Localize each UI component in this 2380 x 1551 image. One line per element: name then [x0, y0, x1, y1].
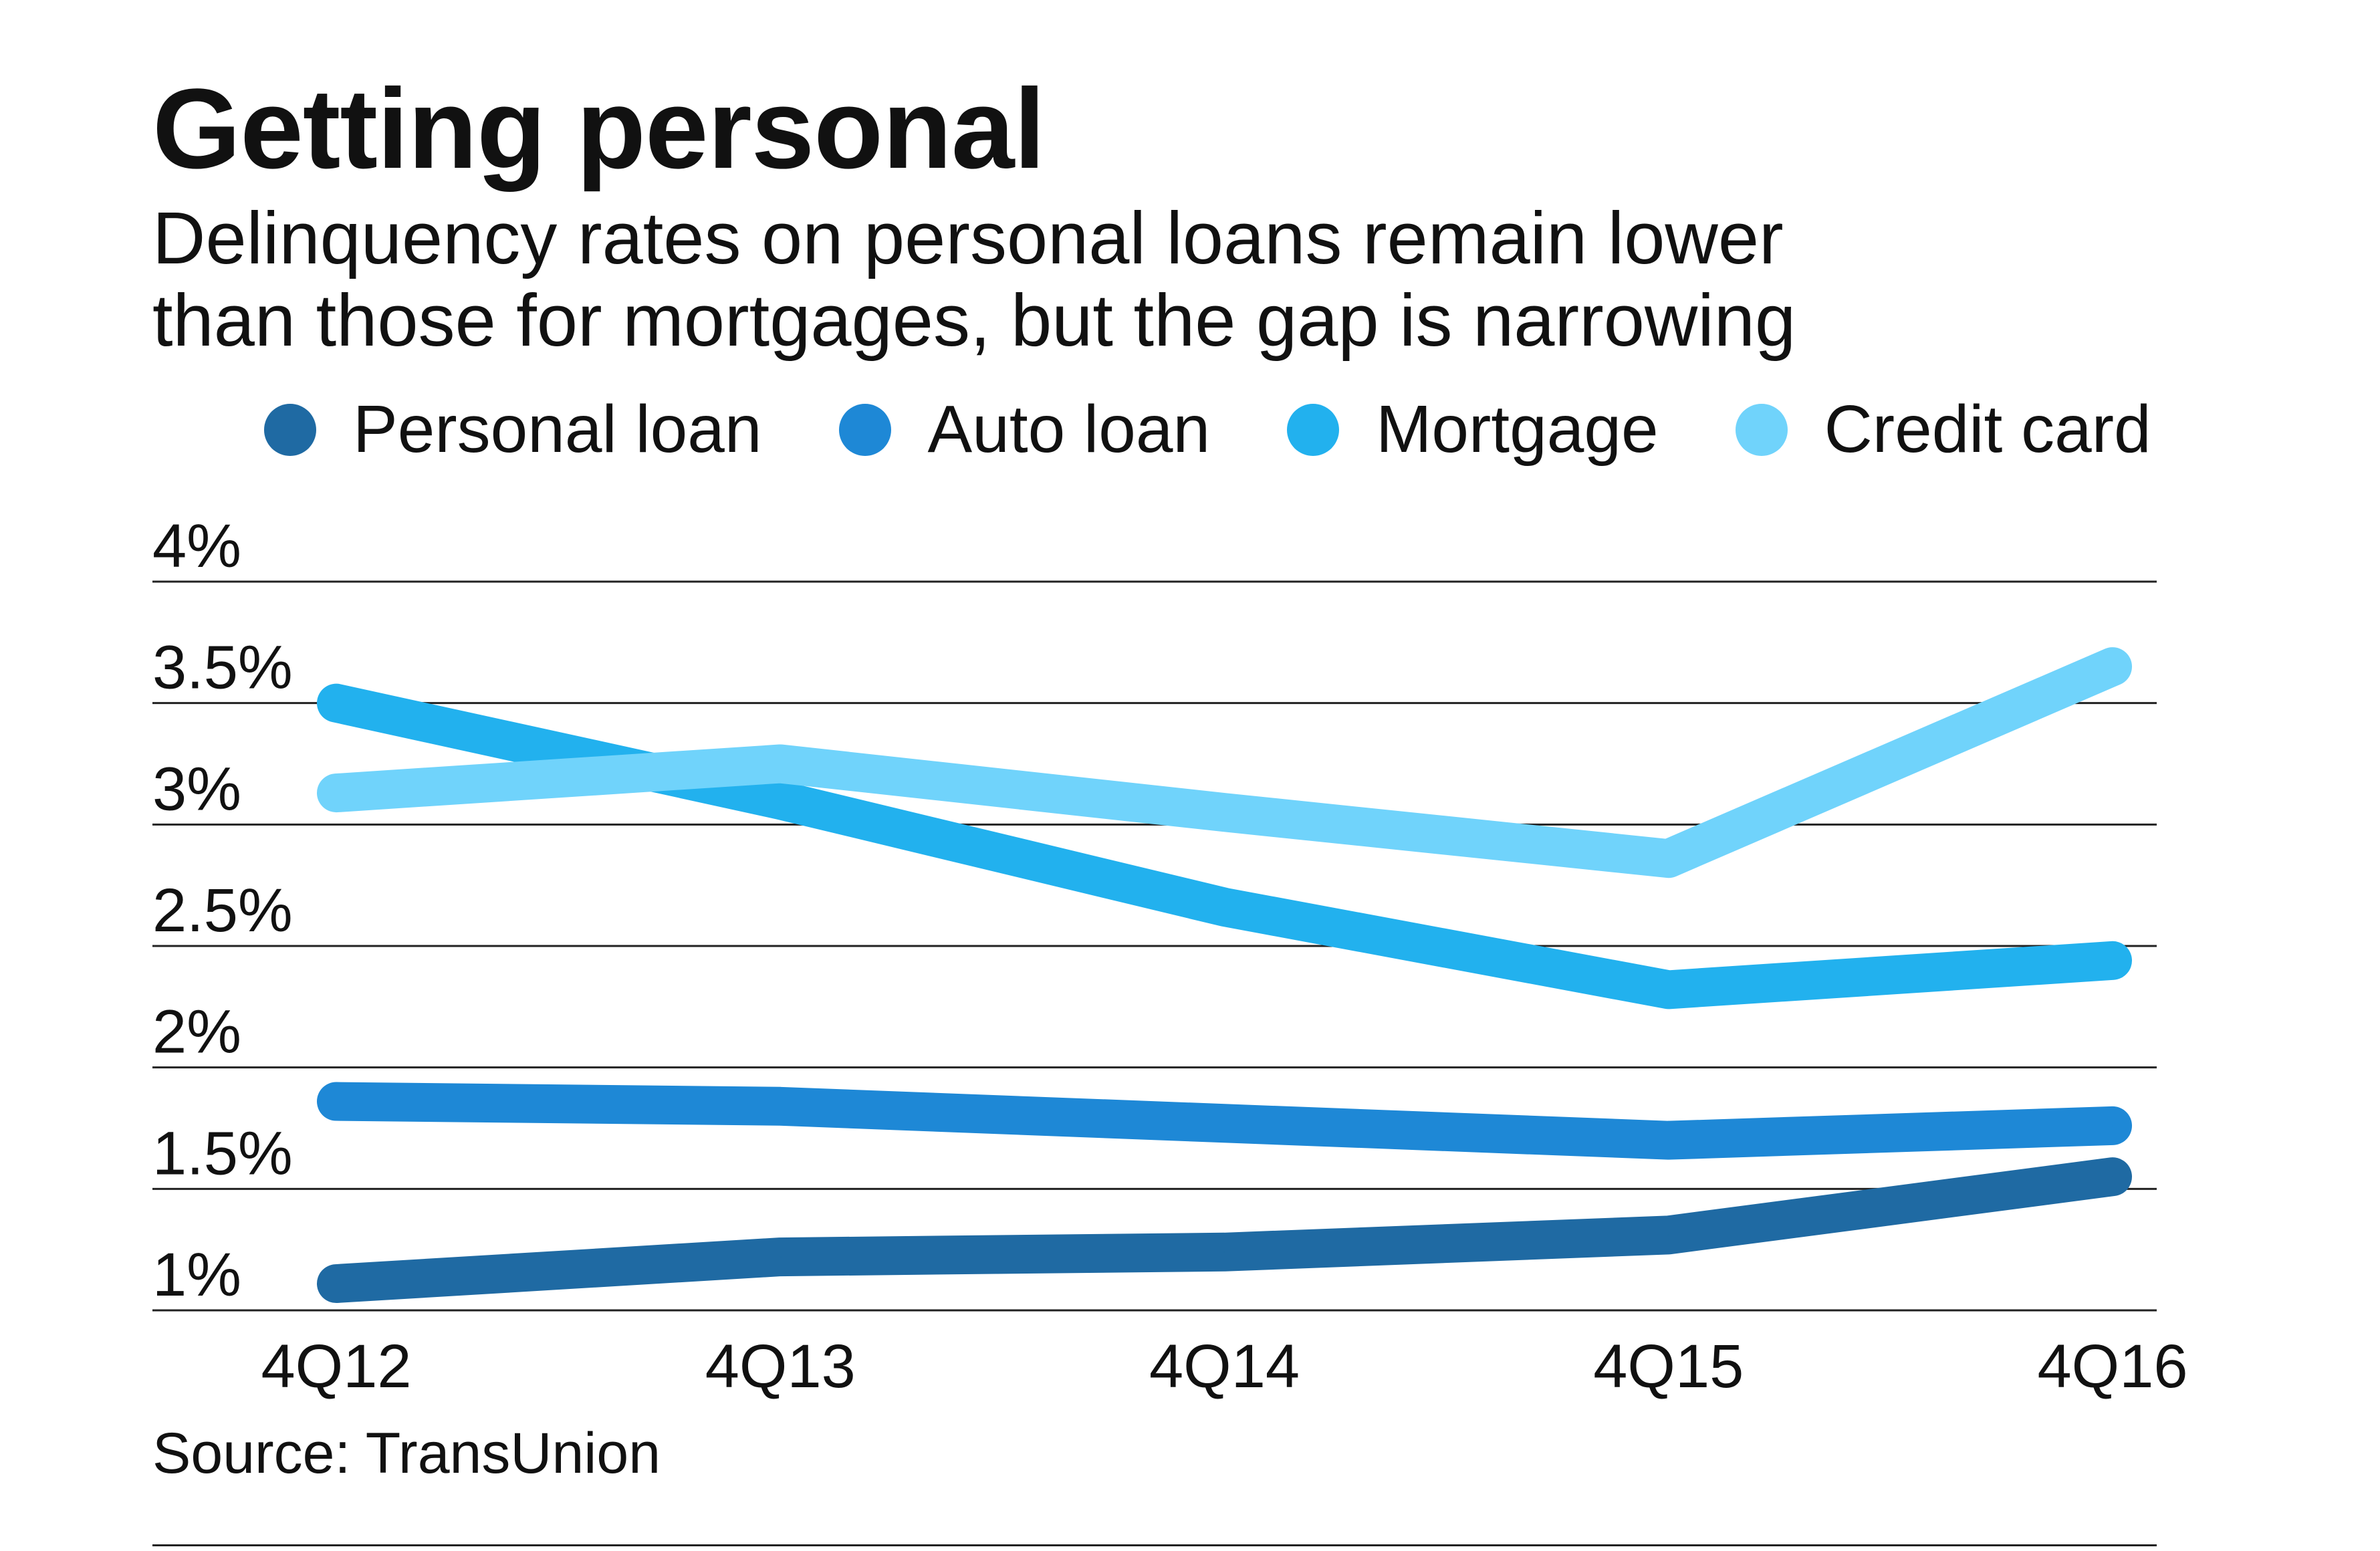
chart-title: Getting personal — [152, 66, 1046, 193]
data-point-auto-loan — [1223, 1122, 1225, 1124]
data-point-mortgage — [336, 702, 337, 704]
subtitle-line-1: Delinquency rates on personal loans rema… — [152, 197, 1784, 279]
x-tick-label: 4Q12 — [261, 1332, 411, 1401]
series-line-credit-card — [317, 647, 2132, 878]
source-note: Source: TransUnion — [152, 1421, 661, 1485]
legend-label-mortgage: Mortgage — [1376, 392, 1659, 467]
data-point-auto-loan — [1667, 1139, 1669, 1141]
legend-label-credit-card: Credit card — [1824, 392, 2151, 467]
y-tick-label: 3% — [152, 755, 241, 823]
data-point-credit-card — [780, 763, 782, 765]
data-point-personal-loan — [2112, 1176, 2113, 1178]
legend-label-auto-loan: Auto loan — [927, 392, 1211, 467]
x-axis-ticks: 4Q12 4Q13 4Q14 4Q15 4Q16 — [261, 1332, 2187, 1401]
x-tick-label: 4Q15 — [1593, 1332, 1744, 1401]
data-point-credit-card — [1667, 858, 1669, 860]
legend-dot-personal-loan — [264, 403, 316, 456]
data-point-mortgage — [1223, 906, 1225, 908]
legend-item-personal-loan: Personal loan — [264, 391, 762, 468]
gridlines — [152, 580, 2157, 1312]
y-tick-label: 2.5% — [152, 876, 293, 945]
data-point-personal-loan — [336, 1283, 337, 1285]
data-point-auto-loan — [780, 1105, 782, 1107]
series-line-auto-loan — [317, 1082, 2132, 1160]
data-point-credit-card — [336, 792, 337, 794]
legend-dot-credit-card — [1735, 403, 1788, 456]
data-point-auto-loan — [2112, 1124, 2113, 1126]
data-point-auto-loan — [336, 1100, 337, 1102]
y-tick-label: 1.5% — [152, 1119, 293, 1187]
bottom-divider — [152, 1544, 2157, 1546]
legend-item-auto-loan: Auto loan — [838, 391, 1211, 468]
series-line-personal-loan — [317, 1157, 2132, 1304]
data-point-mortgage — [2112, 959, 2113, 961]
x-tick-label: 4Q13 — [705, 1332, 856, 1401]
data-point-personal-loan — [780, 1256, 782, 1258]
legend-label-personal-loan: Personal loan — [353, 392, 762, 467]
y-axis-ticks: 1% 1.5% 2% 2.5% 3% 3.5% 4% — [152, 512, 293, 1309]
subtitle-line-2: than those for mortgages, but the gap is… — [152, 279, 1796, 362]
y-tick-label: 2% — [152, 998, 241, 1066]
legend-dot-auto-loan — [838, 403, 891, 456]
y-tick-label: 4% — [152, 512, 241, 580]
legend-item-mortgage: Mortgage — [1287, 391, 1659, 468]
data-point-personal-loan — [1223, 1251, 1225, 1253]
y-tick-label: 3.5% — [152, 634, 293, 702]
series-lines — [317, 647, 2132, 1304]
data-point-personal-loan — [1667, 1234, 1669, 1236]
data-point-mortgage — [1667, 989, 1669, 991]
x-tick-label: 4Q14 — [1149, 1332, 1300, 1401]
y-tick-label: 1% — [152, 1241, 241, 1309]
data-point-credit-card — [1223, 812, 1225, 814]
data-point-mortgage — [780, 800, 782, 801]
x-tick-label: 4Q16 — [2037, 1332, 2187, 1401]
chart-subtitle: Delinquency rates on personal loans rema… — [152, 197, 2225, 362]
data-point-credit-card — [2112, 666, 2113, 668]
legend-dot-mortgage — [1287, 403, 1340, 456]
legend-item-credit-card: Credit card — [1735, 391, 2151, 468]
legend: Personal loan Auto loan Mortgage Credit … — [264, 391, 2228, 468]
